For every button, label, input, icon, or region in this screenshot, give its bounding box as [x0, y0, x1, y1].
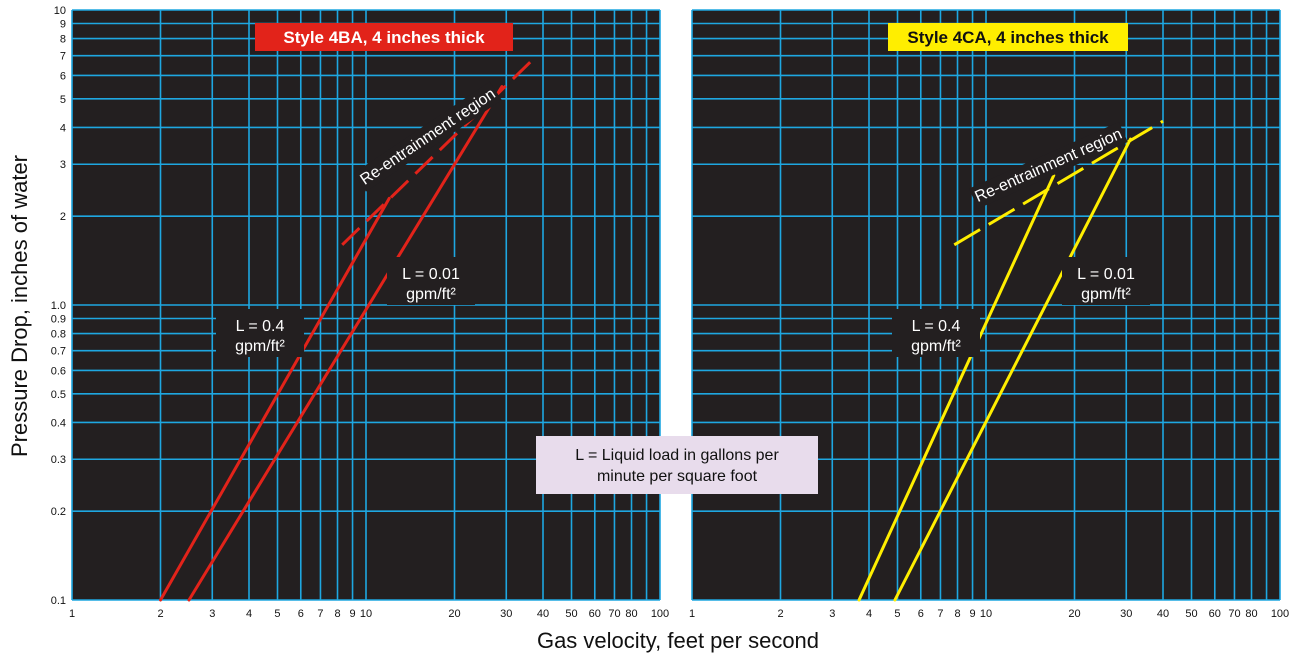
- x-tick-label: 70: [608, 608, 620, 620]
- x-tick-label: 50: [1185, 608, 1197, 620]
- series-label-line-2: gpm/ft²: [911, 338, 961, 355]
- x-tick-label: 9: [349, 608, 355, 620]
- x-tick-label: 5: [894, 608, 900, 620]
- x-tick-label: 1: [689, 608, 695, 620]
- x-tick-label: 10: [980, 608, 992, 620]
- series-label-line-1: L = 0.01: [402, 266, 460, 283]
- chart-panel-right: 1 2 3 4 5 6 7 8 9 10 20 30 40 50 60 70 80 100Re-entrainme…: [689, 9, 1289, 620]
- x-tick-label: 100: [651, 608, 669, 620]
- series-label-line-2: gpm/ft²: [235, 338, 285, 355]
- y-tick-label: 0.7: [51, 346, 66, 358]
- x-tick-label: 5: [274, 608, 280, 620]
- y-axis-title: Pressure Drop, inches of water: [7, 155, 32, 457]
- x-tick-label: 8: [334, 608, 340, 620]
- x-tick-label: 8: [954, 608, 960, 620]
- series-label-group: L = 0.01 gpm/ft²: [387, 257, 475, 305]
- y-tick-label: 0.9: [51, 313, 66, 325]
- y-tick-label: 0.2: [51, 506, 66, 518]
- y-tick-label: 3: [60, 159, 66, 171]
- y-tick-label: 8: [60, 34, 66, 46]
- series-line-l-0-4: [159, 196, 391, 602]
- series-label-group: L = 0.4 gpm/ft²: [892, 309, 980, 357]
- y-tick-label: 5: [60, 94, 66, 106]
- x-tick-label: 30: [1120, 608, 1132, 620]
- chart-title-badge: Style 4CA, 4 inches thick: [888, 23, 1128, 51]
- x-tick-label: 40: [1157, 608, 1169, 620]
- series-label-line-1: L = 0.01: [1077, 266, 1135, 283]
- series-label-line-1: L = 0.4: [912, 318, 961, 335]
- chart-title: Style 4BA, 4 inches thick: [283, 28, 485, 47]
- x-tick-label: 40: [537, 608, 549, 620]
- series-label-bg: [1062, 257, 1150, 305]
- chart-title: Style 4CA, 4 inches thick: [907, 28, 1109, 47]
- x-tick-label: 6: [298, 608, 304, 620]
- y-tick-label: 0.5: [51, 389, 66, 401]
- x-tick-label: 2: [777, 608, 783, 620]
- series-label-line-2: gpm/ft²: [406, 286, 456, 303]
- y-tick-label: 2: [60, 211, 66, 223]
- series-line-l-0-01: [187, 85, 504, 602]
- x-tick-label: 2: [157, 608, 163, 620]
- series-line-l-0-01: [893, 137, 1132, 602]
- x-tick-label: 4: [866, 608, 872, 620]
- x-tick-label: 80: [1245, 608, 1257, 620]
- y-tick-label: 4: [60, 122, 66, 134]
- re-entrainment-line: [341, 58, 535, 246]
- x-tick-label: 3: [829, 608, 835, 620]
- x-tick-label: 3: [209, 608, 215, 620]
- legend-box: [536, 436, 818, 494]
- x-tick-label: 4: [246, 608, 252, 620]
- x-tick-label: 7: [317, 608, 323, 620]
- series-label-bg: [387, 257, 475, 305]
- x-tick-label: 1: [69, 608, 75, 620]
- series-label-bg: [892, 309, 980, 357]
- x-tick-label: 60: [1209, 608, 1221, 620]
- y-tick-label: 9: [60, 18, 66, 30]
- x-axis-title: Gas velocity, feet per second: [537, 628, 819, 653]
- chart-title-badge: Style 4BA, 4 inches thick: [255, 23, 513, 51]
- re-entrainment-label-bg: [353, 81, 502, 192]
- y-tick-label: 0.6: [51, 365, 66, 377]
- x-tick-label: 6: [918, 608, 924, 620]
- y-tick-label: 0.8: [51, 329, 66, 341]
- y-tick-label: 1.0: [51, 300, 66, 312]
- chart-title-bg: [255, 23, 513, 51]
- y-tick-label: 0.3: [51, 454, 66, 466]
- x-tick-label: 100: [1271, 608, 1289, 620]
- series-label-line-2: gpm/ft²: [1081, 286, 1131, 303]
- re-entrainment-label-bg: [968, 121, 1128, 209]
- y-tick-label: 10: [54, 5, 66, 17]
- x-tick-label: 10: [360, 608, 372, 620]
- x-tick-label: 20: [448, 608, 460, 620]
- series-label-group: L = 0.4 gpm/ft²: [216, 309, 304, 357]
- liquid-load-legend: L = Liquid load in gallons per minute pe…: [536, 436, 818, 494]
- series-label-bg: [216, 309, 304, 357]
- re-entrainment-line: [953, 119, 1164, 247]
- x-tick-label: 60: [589, 608, 601, 620]
- x-tick-label: 9: [969, 608, 975, 620]
- x-tick-label: 7: [937, 608, 943, 620]
- legend-line-1: L = Liquid load in gallons per: [575, 447, 779, 464]
- y-tick-label: 7: [60, 51, 66, 63]
- series-label-group: L = 0.01 gpm/ft²: [1062, 257, 1150, 305]
- x-tick-label: 70: [1228, 608, 1240, 620]
- y-tick-label: 0.4: [51, 417, 66, 429]
- legend-line-2: minute per square foot: [597, 468, 758, 485]
- y-tick-label: 6: [60, 70, 66, 82]
- x-tick-label: 80: [625, 608, 637, 620]
- y-tick-label: 0.1: [51, 595, 66, 607]
- chart-title-bg: [888, 23, 1128, 51]
- series-label-line-1: L = 0.4: [236, 318, 285, 335]
- x-tick-label: 20: [1068, 608, 1080, 620]
- x-tick-label: 50: [565, 608, 577, 620]
- chart-panel-left: 1 2 3 4 5 6 7 8 9 10 20 30 40 50 60 70 80 1000.10.20.30.4…: [51, 5, 669, 620]
- series-line-l-0-4: [857, 173, 1056, 602]
- x-tick-label: 30: [500, 608, 512, 620]
